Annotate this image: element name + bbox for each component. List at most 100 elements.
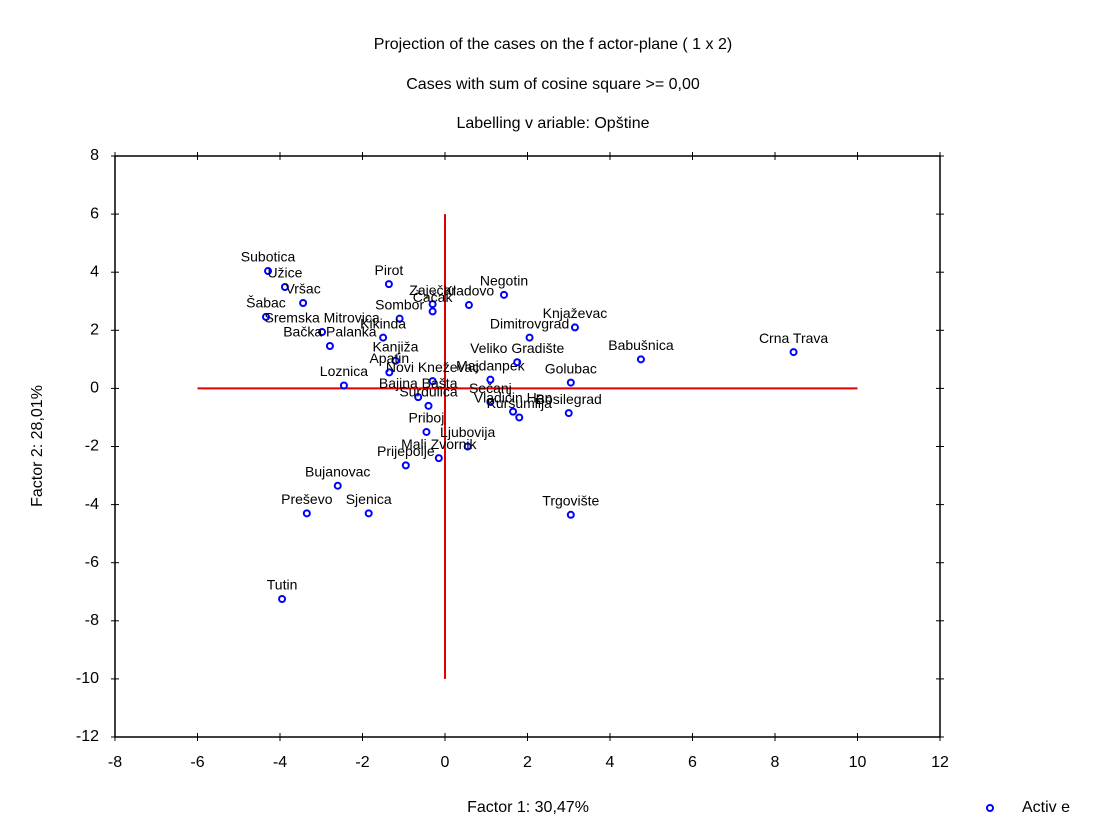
point [525, 333, 534, 342]
point [564, 409, 573, 418]
point-label: Bajina Bašta [379, 375, 458, 391]
chart-note: Labelling v ariable: Opštine [456, 115, 649, 132]
point-label: Knjaževac [543, 305, 608, 321]
y-tick-label: -2 [85, 438, 99, 455]
point-label: Užice [267, 265, 302, 281]
point [364, 509, 373, 518]
point-label: Kikinda [360, 315, 406, 331]
point-label: Majdanpek [456, 357, 525, 373]
point-label: Veliko Gradište [470, 340, 564, 356]
point [302, 509, 311, 518]
y-tick-label: 0 [90, 380, 99, 397]
point-label: Sremska Mitrovica [265, 310, 380, 326]
x-tick-label: 10 [849, 754, 867, 771]
point [333, 481, 342, 490]
chart-title: Projection of the cases on the f actor-p… [374, 36, 732, 53]
x-tick-label: 6 [688, 754, 697, 771]
point-label: Priboj [409, 410, 445, 426]
x-tick-label: -6 [190, 754, 204, 771]
x-tick-label: -8 [108, 754, 122, 771]
x-tick-label: 2 [523, 754, 532, 771]
point-label: Mali Zvornik [401, 436, 477, 452]
point [325, 341, 334, 350]
point [299, 298, 308, 307]
plot-frame [114, 155, 941, 738]
point [464, 301, 473, 310]
y-tick-label: -10 [76, 670, 99, 687]
point-label: Novi Kneževac [386, 359, 479, 375]
point-label: Vršac [285, 281, 320, 297]
y-tick-label: -8 [85, 612, 99, 629]
point-label: Apatin [369, 350, 409, 366]
point [395, 314, 404, 323]
x-tick-label: 12 [931, 754, 949, 771]
point [261, 312, 270, 321]
point-label: Kladovo [444, 283, 495, 299]
point-label: Pirot [375, 262, 404, 278]
point [280, 283, 289, 292]
point-label: Vladičin Han [474, 389, 553, 405]
x-tick-label: -4 [273, 754, 287, 771]
point [636, 355, 645, 364]
y-axis-label: Factor 2: 28,01% [29, 385, 46, 507]
point-label: Bujanovac [305, 463, 370, 479]
point [499, 290, 508, 299]
point-label: Subotica [241, 249, 296, 265]
point [434, 454, 443, 463]
point [379, 333, 388, 342]
point-label: Kuršumlija [487, 395, 553, 411]
point [318, 328, 327, 337]
point-label: Dimitrovgrad [490, 315, 569, 331]
point-label: Čačak [413, 289, 454, 305]
point-label: Bačka Palanka [283, 324, 377, 340]
point [264, 267, 273, 276]
legend-label: Activ e [1022, 799, 1070, 816]
point-label: Negotin [480, 273, 528, 289]
point-label: Preševo [281, 491, 333, 507]
y-tick-label: -12 [76, 728, 99, 745]
point-label: Šabac [246, 295, 286, 311]
point [339, 381, 348, 390]
y-tick-label: 6 [90, 205, 99, 222]
point [428, 307, 437, 316]
y-tick-label: -6 [85, 554, 99, 571]
point-label: Zaječar [409, 282, 456, 298]
point [509, 407, 518, 416]
point [566, 510, 575, 519]
point [566, 378, 575, 387]
x-tick-label: 4 [606, 754, 615, 771]
point [391, 356, 400, 365]
point-label: Golubac [545, 360, 597, 376]
point-label: Ljubovija [440, 424, 495, 440]
point-label: Trgovište [542, 492, 599, 508]
x-tick-label: -2 [355, 754, 369, 771]
point-label: Sjenica [346, 491, 392, 507]
point-label: Bosilegrad [536, 391, 602, 407]
point-label: Prijepolje [377, 443, 435, 459]
x-axis-label: Factor 1: 30,47% [467, 799, 589, 816]
point [570, 323, 579, 332]
point [428, 377, 437, 386]
point [513, 358, 522, 367]
point-label: Sečanj [469, 380, 512, 396]
point [486, 398, 495, 407]
point [401, 461, 410, 470]
point-label: Kanjiža [373, 339, 419, 355]
x-tick-label: 0 [441, 754, 450, 771]
point [384, 280, 393, 289]
y-tick-label: -4 [85, 496, 99, 513]
y-tick-label: 2 [90, 322, 99, 339]
chart-subtitle: Cases with sum of cosine square >= 0,00 [406, 76, 700, 93]
point-label: Tutin [267, 577, 298, 593]
point-label: Sombor [375, 296, 424, 312]
y-tick-label: 8 [90, 147, 99, 164]
x-tick-label: 8 [771, 754, 780, 771]
point [424, 401, 433, 410]
point [428, 300, 437, 309]
point [463, 442, 472, 451]
point [789, 348, 798, 357]
point [278, 595, 287, 604]
point-label: Babušnica [608, 337, 674, 353]
legend-marker [986, 804, 994, 812]
